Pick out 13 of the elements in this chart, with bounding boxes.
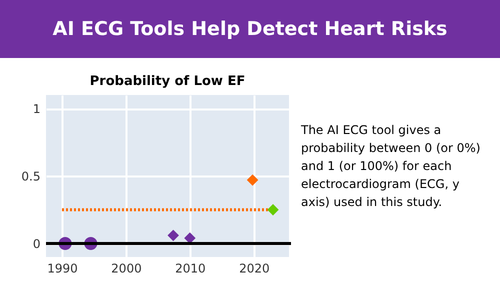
- point: [267, 204, 279, 216]
- x-tick-label: 2000: [111, 262, 142, 276]
- x-tick-label: 2010: [175, 262, 206, 276]
- chart-title: AI ECG Tools Help Detect Heart Risks: [52, 18, 448, 40]
- y-tick-label: 0: [32, 237, 40, 251]
- chart-subtitle: Probability of Low EF: [90, 74, 246, 89]
- x-tick-label: 2020: [239, 262, 270, 276]
- point: [168, 230, 179, 242]
- x-tick-label: 1990: [47, 262, 78, 276]
- y-tick-label: 0.5: [21, 170, 40, 184]
- y-tick-label: 1: [32, 102, 40, 116]
- point: [246, 174, 258, 186]
- text: The AI ECG tool gives a probability between 0 (or 0%) and 1 (or 100%) for each electrocardiogram (ECG, y axis) used in this study.: [300, 123, 480, 209]
